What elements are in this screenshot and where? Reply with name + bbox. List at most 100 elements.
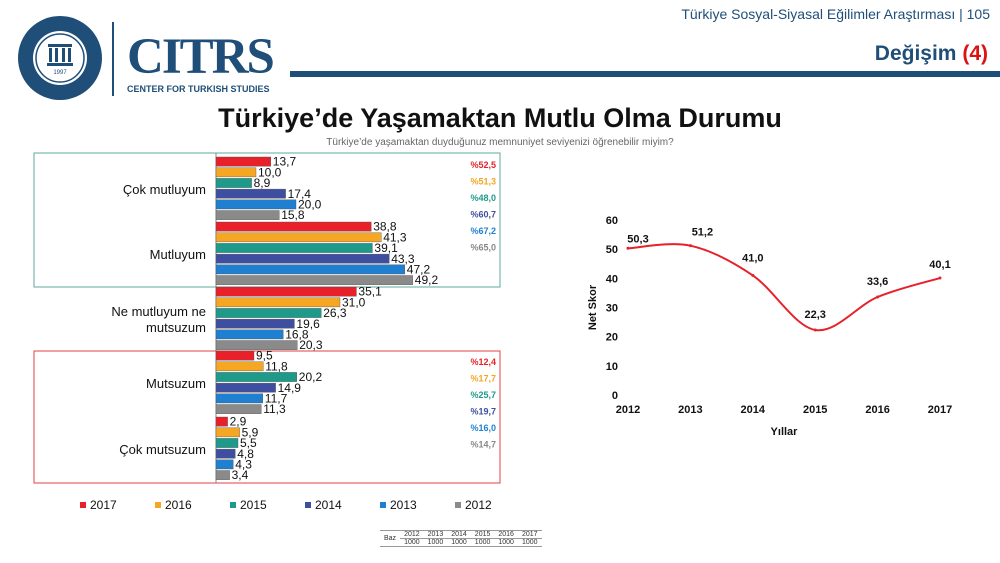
category-label: Mutsuzum [146,376,206,391]
y-tick-label: 50 [606,244,618,256]
baz-count: 1000 [470,538,495,547]
bar-value-label: 35,1 [358,285,382,299]
net-score-point [876,295,880,299]
bar-value-label: 5,5 [240,436,257,450]
happy-total-label: %65,0 [470,243,496,253]
baz-label: Baz [380,530,401,547]
y-tick-label: 60 [606,215,618,227]
bar-2012 [215,275,414,285]
bar-2014 [215,318,295,329]
net-score-value-label: 22,3 [804,309,825,321]
x-axis-title: Yıllar [771,426,799,438]
unhappy-group-box [33,350,501,484]
survey-title: Türkiye Sosyal-Siyasal Eğilimler Araştır… [681,6,990,22]
legend-swatch-2016 [155,502,161,508]
bar-2017 [215,350,255,361]
y-tick-label: 30 [606,303,618,315]
bar-value-label: 41,3 [383,230,407,244]
bar-value-label: 14,9 [278,381,302,395]
bar-value-label: 11,3 [263,402,286,416]
bar-value-label: 13,7 [273,155,297,169]
net-score-point [688,244,692,248]
university-seal-logo: 1997 [18,16,102,100]
unhappy-total-label: %25,7 [470,390,496,400]
bar-2013 [215,329,284,340]
bar-2013 [215,459,234,470]
bar-2012 [215,210,280,220]
bar-value-label: 49,2 [415,273,439,287]
bar-2016 [215,361,264,372]
bar-value-label: 10,0 [258,165,282,179]
unhappy-total-label: %17,7 [470,374,496,384]
bar-2017 [215,416,228,427]
seal-year: 1997 [53,70,67,76]
happy-total-label: %51,3 [470,177,496,187]
happy-total-label: %48,0 [470,193,496,203]
x-tick-label: 2014 [741,404,766,416]
y-tick-label: 40 [606,273,618,285]
bar-value-label: 4,3 [235,458,252,472]
x-tick-label: 2017 [928,404,952,416]
happy-total-label: %60,7 [470,210,496,220]
bar-2013 [215,199,297,210]
bar-value-label: 17,4 [288,187,312,201]
category-label: Çok mutluyum [123,182,206,197]
bar-value-label: 20,3 [299,338,323,352]
happy-total-label: %52,5 [470,160,496,170]
bar-2014 [215,448,236,459]
net-score-line-chart: 0 10 20 30 40 50 60 2012 2013 2014 2015 2016 2017 Yıl… [587,215,952,438]
sample-size-table: Baz 2012 2013 2014 2015 2016 2017 1000 1… [380,530,542,547]
citrs-caption: CENTER FOR TURKISH STUDIES [127,84,270,94]
section-number: (4) [962,42,988,65]
bar-2016 [215,297,341,308]
logo-divider [112,22,114,96]
legend-label: 2014 [315,498,342,512]
baz-year: 2013 [423,530,448,539]
bar-2013 [215,393,263,404]
bar-value-label: 11,7 [265,392,288,406]
bar-2015 [215,178,252,188]
bar-value-label: 31,0 [342,295,366,309]
bar-2015 [215,243,373,253]
x-tick-label: 2016 [865,404,889,416]
unhappy-total-label: %12,4 [470,357,496,367]
unhappy-total-label: %14,7 [470,440,496,450]
net-score-line [627,243,941,332]
bar-2012 [215,404,262,414]
bar-value-label: 20,2 [299,370,323,384]
x-tick-label: 2015 [803,404,827,416]
bar-2017 [215,221,372,232]
legend-swatch-2013 [380,502,386,508]
bar-value-label: 8,9 [254,176,271,190]
y-axis-title: Net Skor [587,284,599,330]
legend-label: 2013 [390,498,417,512]
bar-2014 [215,188,286,199]
net-score-point [626,246,630,250]
baz-count: 1000 [494,538,518,547]
bar-value-label: 11,8 [265,359,288,373]
category-label: Ne mutluyum ne [111,304,206,319]
legend-label: 2016 [165,498,192,512]
bar-value-label: 4,8 [237,447,254,461]
baz-year: 2014 [447,530,471,539]
category-label: mutsuzum [146,320,206,335]
survey-question: Türkiye’de yaşamaktan duyduğunuz memnuni… [326,137,674,148]
bar-value-label: 3,4 [232,468,249,482]
bar-value-label: 9,5 [256,349,273,363]
bar-value-label: 38,8 [373,220,397,234]
x-tick-label: 2012 [616,404,640,416]
baz-count: 1000 [447,538,471,547]
legend-swatch-2012 [455,502,461,508]
legend-label: 2017 [90,498,117,512]
net-score-value-label: 50,3 [627,233,648,245]
header-divider [290,71,1000,77]
baz-count: 1000 [400,538,424,547]
baz-count: 1000 [517,538,542,547]
bar-2016 [215,167,257,178]
bar-2014 [215,382,276,393]
net-score-value-label: 41,0 [742,252,763,264]
bar-value-label: 19,6 [296,317,320,331]
bar-2015 [215,438,239,448]
legend-label: 2015 [240,498,267,512]
category-label: Çok mutsuzum [119,442,206,457]
